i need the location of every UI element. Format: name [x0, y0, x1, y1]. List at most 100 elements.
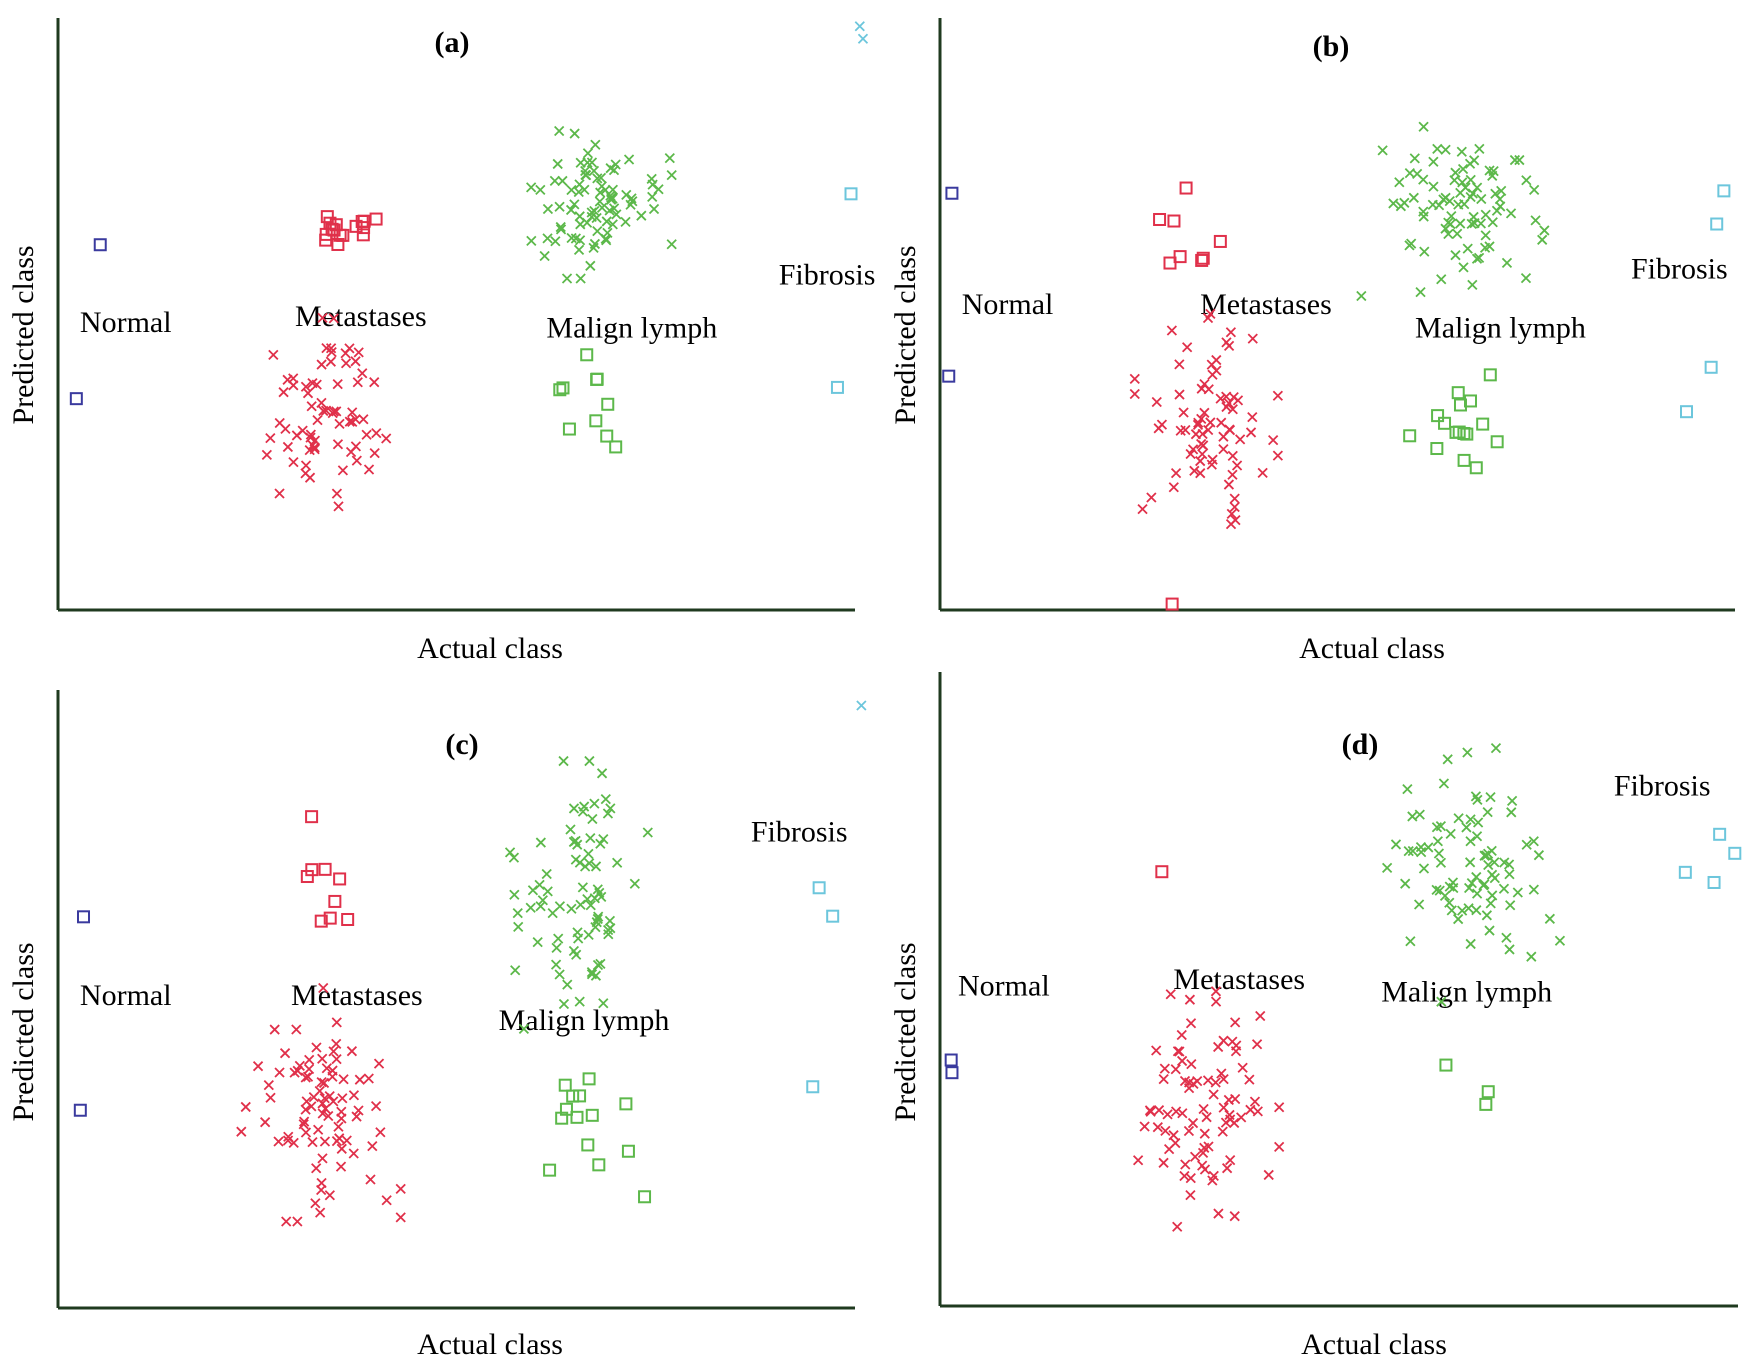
data-point-cross — [365, 1174, 376, 1185]
data-point-cross — [1225, 327, 1237, 338]
data-point-cross — [1501, 932, 1512, 943]
data-point-cross — [1394, 177, 1405, 188]
data-point-square — [1453, 398, 1467, 412]
data-point-cross — [1462, 243, 1473, 254]
data-point-cross — [302, 1071, 314, 1082]
data-point-cross — [1210, 996, 1222, 1007]
data-point-cross — [354, 1074, 365, 1085]
data-point-cross — [315, 1207, 326, 1218]
data-point-cross — [1403, 846, 1414, 857]
data-point-cross — [1199, 1128, 1210, 1139]
data-point-cross — [608, 203, 620, 214]
data-point-cross — [1458, 262, 1469, 273]
data-point-cross — [1218, 444, 1229, 455]
data-point-cross — [1440, 223, 1451, 234]
data-point-cross — [1472, 817, 1484, 828]
data-point-cross — [291, 430, 302, 441]
data-point-cross — [347, 407, 358, 418]
data-point-cross — [341, 1135, 352, 1146]
data-point-cross — [1418, 863, 1430, 874]
data-point-cross — [1485, 898, 1496, 909]
class-label: Fibrosis — [1614, 770, 1711, 803]
data-point-cross — [1172, 1046, 1184, 1057]
data-point-cross — [1247, 411, 1258, 423]
data-point-cross — [1185, 1018, 1197, 1029]
data-point-cross — [304, 472, 316, 483]
data-point-cross — [539, 250, 550, 262]
data-point-cross — [513, 921, 524, 933]
data-point-cross — [1234, 434, 1246, 445]
data-point-cross — [1506, 807, 1517, 818]
data-point-cross — [1158, 1157, 1169, 1168]
data-point-cross — [589, 893, 600, 904]
data-point-cross — [527, 885, 539, 896]
data-point-cross — [336, 1106, 347, 1117]
data-point-square — [1167, 214, 1181, 228]
data-point-cross — [558, 755, 569, 767]
data-point-cross — [1423, 842, 1434, 853]
data-point-square — [327, 223, 341, 237]
data-point-cross — [1450, 250, 1461, 261]
data-point-cross — [1165, 989, 1176, 1000]
data-point-cross — [351, 455, 362, 466]
data-point-cross — [1465, 836, 1476, 847]
data-point-square — [1439, 1058, 1453, 1072]
data-point-cross — [240, 1101, 251, 1113]
data-point-square — [543, 1163, 557, 1177]
data-point-cross — [1473, 252, 1485, 264]
data-point-cross — [1484, 165, 1495, 176]
data-point-square — [341, 912, 355, 926]
data-point-cross — [313, 1124, 324, 1135]
data-point-cross — [555, 224, 567, 235]
data-point-cross — [269, 1024, 280, 1035]
class-label: Fibrosis — [1631, 252, 1728, 285]
data-point-cross — [583, 848, 594, 860]
data-point-cross — [642, 827, 653, 838]
data-point-cross — [1218, 1073, 1229, 1085]
data-point-cross — [1227, 404, 1238, 415]
data-point-cross — [1428, 181, 1439, 192]
data-point-cross — [1210, 986, 1222, 997]
data-point-cross — [1213, 1208, 1224, 1219]
data-point-cross — [1223, 479, 1235, 490]
data-point-cross — [363, 1073, 374, 1084]
data-point-cross — [510, 965, 521, 976]
data-point-cross — [1471, 831, 1483, 842]
data-point-cross — [1187, 1117, 1199, 1129]
data-point-cross — [603, 929, 614, 940]
data-point-square — [1438, 416, 1452, 430]
data-point-cross — [1471, 871, 1482, 883]
data-point-cross — [1480, 209, 1491, 220]
data-point-cross — [1471, 182, 1483, 193]
data-point-square — [570, 1110, 584, 1124]
data-point-cross — [1226, 508, 1237, 520]
data-point-cross — [574, 235, 586, 246]
data-point-cross — [1521, 175, 1532, 186]
class-label: Metastases — [295, 300, 427, 333]
data-point-cross — [1445, 828, 1456, 839]
data-point-cross — [309, 435, 321, 446]
data-point-cross — [328, 313, 339, 324]
data-point-cross — [1463, 882, 1475, 894]
data-point-cross — [1189, 465, 1200, 476]
data-point-cross — [856, 700, 867, 711]
data-point-cross — [551, 942, 562, 954]
data-point-cross — [1461, 822, 1472, 833]
data-point-cross — [1186, 1059, 1197, 1070]
data-point-cross — [1182, 342, 1193, 353]
data-point-cross — [1501, 257, 1513, 269]
data-point-cross — [1227, 450, 1238, 462]
data-point-cross — [1210, 1077, 1221, 1088]
data-point-cross — [312, 414, 323, 426]
data-point-cross — [1466, 878, 1477, 889]
data-point-cross — [1489, 873, 1500, 884]
data-point-cross — [331, 1053, 342, 1065]
data-point-cross — [1488, 165, 1499, 177]
data-point-cross — [552, 158, 563, 170]
data-point-cross — [1221, 401, 1232, 413]
class-label: Normal — [80, 306, 172, 339]
data-point-cross — [1413, 899, 1425, 910]
data-point-cross — [274, 488, 285, 499]
data-point-cross — [1170, 468, 1182, 479]
class-label: Malign lymph — [546, 312, 717, 345]
